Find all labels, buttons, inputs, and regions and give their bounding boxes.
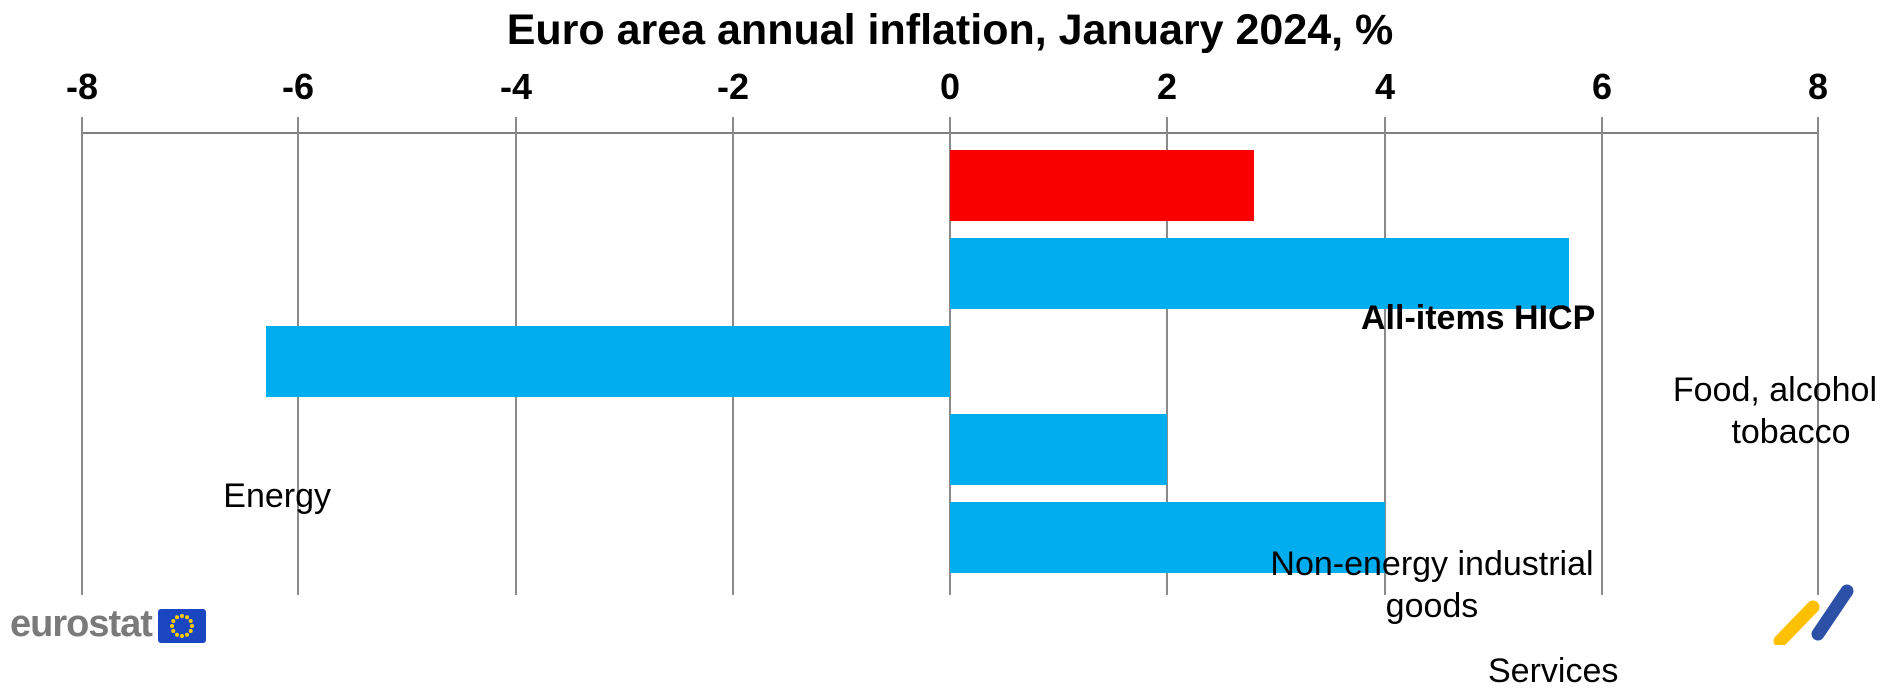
x-tick-label: 0 bbox=[939, 66, 961, 107]
x-tick-label: 6 bbox=[1591, 66, 1613, 107]
bar-label-line: Food, alcohol & bbox=[1672, 371, 1883, 409]
x-axis-tick bbox=[949, 117, 951, 134]
x-tick-label: -8 bbox=[65, 66, 99, 107]
x-tick-label: -2 bbox=[716, 66, 750, 107]
bar-services bbox=[950, 502, 1385, 573]
gridline bbox=[1817, 132, 1819, 595]
bar-label-all-items-hicp: All-items HICP bbox=[1361, 297, 1595, 339]
bar-non-energy-industrial-goods bbox=[950, 414, 1167, 485]
bar-label-line: Non-energy industrial bbox=[1270, 545, 1594, 583]
chart-zigzag-icon bbox=[1768, 583, 1863, 648]
bar-label-energy: Energy bbox=[141, 475, 331, 517]
x-axis-tick bbox=[1601, 117, 1603, 134]
x-axis-tick bbox=[297, 117, 299, 134]
bar-label-food-alcohol-tobacco: Food, alcohol & tobacco bbox=[1631, 369, 1883, 453]
bar-label-line: All-items HICP bbox=[1361, 299, 1596, 337]
gridline bbox=[949, 132, 951, 595]
gridline bbox=[1601, 132, 1603, 595]
plot-area: All-items HICP Food, alcohol & tobacco E… bbox=[66, 66, 1883, 690]
bar-label-line: tobacco bbox=[1731, 413, 1851, 451]
eurostat-wordmark: eurostat bbox=[10, 603, 153, 645]
bar-label-non-energy-industrial-goods: Non-energy industrial goods bbox=[1232, 543, 1632, 627]
x-tick-label: -6 bbox=[281, 66, 315, 107]
x-tick-label: 4 bbox=[1374, 66, 1396, 107]
bar-energy bbox=[266, 326, 950, 397]
gridline bbox=[1384, 132, 1386, 595]
x-axis-tick bbox=[81, 117, 83, 134]
bar-label-line: goods bbox=[1385, 587, 1479, 625]
eu-flag-icon bbox=[157, 609, 206, 643]
bar-label-line: Energy bbox=[223, 477, 331, 515]
x-axis-tick bbox=[1166, 117, 1168, 134]
gridline bbox=[1166, 132, 1168, 595]
x-axis-tick bbox=[1384, 117, 1386, 134]
bar-label-line: Services bbox=[1488, 652, 1619, 690]
eurostat-logo: eurostat bbox=[10, 604, 206, 644]
x-tick-label: 2 bbox=[1156, 66, 1178, 107]
x-axis-tick bbox=[515, 117, 517, 134]
gridline bbox=[81, 132, 83, 595]
chart-title: Euro area annual inflation, January 2024… bbox=[506, 6, 1394, 54]
bar-food-alcohol-tobacco bbox=[950, 238, 1569, 309]
x-axis-tick bbox=[1817, 117, 1819, 134]
bar-all-items-hicp bbox=[950, 150, 1254, 221]
x-tick-label: 8 bbox=[1807, 66, 1829, 107]
bar-label-services: Services bbox=[1488, 650, 1618, 692]
x-tick-label: -4 bbox=[499, 66, 533, 107]
x-axis-tick bbox=[732, 117, 734, 134]
